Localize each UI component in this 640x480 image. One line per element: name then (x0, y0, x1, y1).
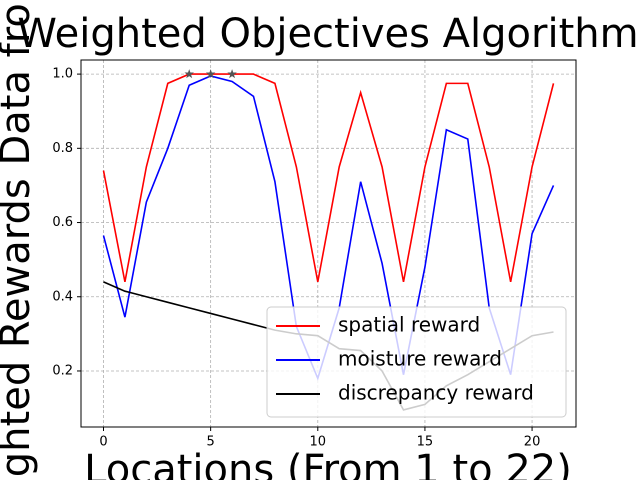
y-tick-label: 0.6 (52, 215, 73, 230)
plot-frame (80, 59, 577, 428)
y-axis-label: Weighted Rewards Data from t (0, 0, 39, 480)
star-marker (227, 69, 237, 79)
legend-label: discrepancy reward (338, 381, 534, 405)
star-marker (184, 69, 194, 79)
x-tick-label: 5 (207, 435, 215, 450)
legend-label: moisture reward (338, 347, 502, 371)
x-tick-label: 0 (99, 435, 107, 450)
y-tick-label: 0.8 (52, 141, 73, 156)
legend-label: spatial reward (338, 313, 480, 337)
y-tick-label: 1.0 (52, 67, 73, 82)
x-tick-label: 10 (310, 435, 327, 450)
x-tick-label: 15 (417, 435, 434, 450)
star-marker (205, 69, 216, 79)
series-line (102, 73, 555, 283)
chart-title: Weighted Objectives Algorithm (17, 11, 638, 57)
y-tick-label: 0.2 (52, 363, 73, 378)
x-tick-label: 20 (524, 435, 541, 450)
y-tick-label: 0.4 (52, 289, 73, 304)
x-axis-label: Locations (From 1 to 22) (84, 447, 572, 480)
legend-box (266, 306, 567, 418)
